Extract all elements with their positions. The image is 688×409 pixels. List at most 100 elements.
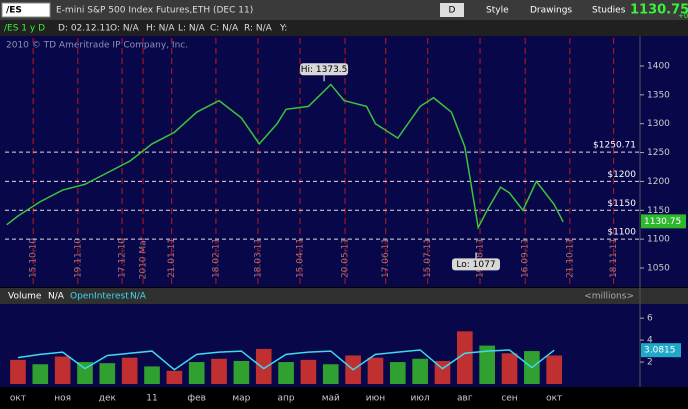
annotation-label: Lo: 1077 [456,260,495,270]
expiration-label: 18.11.11 [609,238,619,278]
volume-bar [211,358,227,384]
volume-bar [479,345,495,384]
x-tick-label: фев [187,394,206,404]
expiration-label: 15.04.11 [295,238,305,278]
aggregation-box[interactable] [440,3,464,17]
y-tick-label: 2 [647,358,653,368]
volume-bar [322,364,339,384]
last-price-label: 1130.75 [644,217,681,227]
x-tick-label: ноя [54,394,71,404]
y-tick-label: 1150 [647,206,670,216]
volume-bar [77,362,93,384]
volume-bar [412,358,428,384]
info: O: N/A [110,24,140,34]
volume-bar [144,366,160,384]
expiration-label: 17.12.10 [118,238,128,278]
oi-title: OpenInterest [70,292,129,302]
volume-bar [32,364,49,384]
expiration-label: 19.08.11 [476,238,486,278]
last-price: 1130.75 [630,3,688,18]
y-tick-label: 1300 [647,119,670,129]
volume-bar [54,356,71,384]
info: R: N/A [244,24,273,34]
last-price-box [641,214,686,229]
period: /ES 1 y D [4,24,45,34]
copyright: 2010 © TD Ameritrade IP Company, Inc. [6,41,188,51]
level-label: $1200 [607,170,636,180]
level-label: $1100 [607,228,636,238]
volume-bar [233,360,250,384]
x-tick-label: май [322,394,340,404]
y-tick-label: 4 [647,336,653,346]
expiration-label: 17.06.11 [381,238,391,278]
volume-bar [278,362,294,384]
x-tick-label: апр [278,394,295,404]
y-tick-label: 1400 [647,61,670,71]
aggregation: D [449,6,456,16]
y-tick-label: 1200 [647,177,670,187]
volume-bar [389,362,406,384]
symbol-box[interactable] [1,2,51,18]
x-tick-label: дек [99,394,117,404]
y-tick-label: 6 [647,314,653,324]
expiration-label: 18.03.11 [253,238,263,278]
annotation-box [300,63,349,76]
volume-bar [367,357,384,384]
style-button[interactable]: Style [486,6,509,16]
toolbar [0,0,688,20]
info: Y: [279,24,287,34]
volume-title: Volume [8,292,42,302]
y-tick-label: 1350 [647,90,670,100]
y-tick-label: 1050 [647,263,670,273]
expiration-label: 21.10.11 [565,238,575,278]
studies-button[interactable]: Studies [592,6,626,16]
expiration-label: 20.05.11 [341,238,351,278]
annotation-box [451,258,500,271]
price-line [6,83,564,230]
last-oi-box [641,343,681,358]
volume-bar [501,353,518,384]
x-tick-label: мар [232,394,250,404]
x-tick-label: 11 [146,394,157,404]
volume-bar [99,363,116,384]
y-tick-label: 1100 [647,235,670,245]
volume-bar [546,355,563,384]
x-tick-label: авг [457,394,473,404]
expiration-label: 18.02.11 [211,238,221,278]
expiration-label: 2010 Mar [139,236,149,279]
x-tick-label: сен [501,394,517,404]
volume-bar [300,359,317,384]
volume-bar [121,357,138,384]
expiration-label: 15.07.11 [423,238,433,278]
oi-value: N/A [130,292,147,302]
symbol: /ES [6,6,22,16]
info: C: N/A [210,24,239,34]
volume-bar [188,362,205,384]
volume-value: N/A [48,292,65,302]
x-tick-label: июн [366,394,385,404]
volume-bar [10,359,26,384]
expiration-label: 16.09.11 [521,238,531,278]
x-tick-label: июл [411,394,430,404]
units: <millions> [584,292,634,302]
drawings-button[interactable]: Drawings [530,6,572,16]
annotation-label: Hi: 1373.5 [301,65,348,75]
volume-bar [255,348,272,384]
price-pane [0,36,688,287]
info-bar [0,20,688,36]
last-oi-label: 3.0815 [644,346,676,356]
info: D: 02.12.11 [58,24,111,34]
info: L: N/A [178,24,206,34]
level-label: $1150 [607,199,636,209]
open-interest-line [17,349,555,371]
level-label: $1250.71 [593,141,636,151]
expiration-label: 21.01.11 [167,238,177,278]
expiration-label: 15.10.10 [29,238,39,278]
info: H: N/A [146,24,175,34]
description: E-mini S&P 500 Index Futures,ETH (DEC 11… [56,6,253,16]
volume-bar [457,331,473,384]
x-tick-label: окт [10,394,26,404]
y-tick-label: 1250 [647,148,670,158]
